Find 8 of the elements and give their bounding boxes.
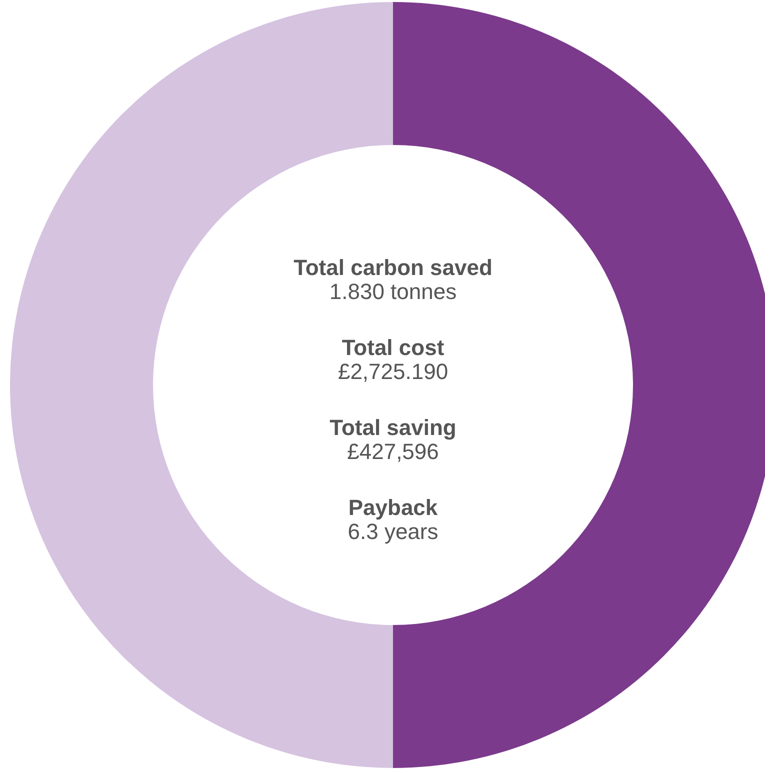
text: Total cost: [342, 335, 445, 360]
text: £2,725.190: [338, 359, 448, 384]
text: Payback: [348, 495, 438, 520]
text: Total carbon saved: [294, 255, 492, 280]
text: Total saving: [330, 415, 456, 440]
text: £427,596: [347, 439, 439, 464]
text: 1.830 tonnes: [329, 279, 457, 304]
text: 6.3 years: [348, 519, 438, 544]
